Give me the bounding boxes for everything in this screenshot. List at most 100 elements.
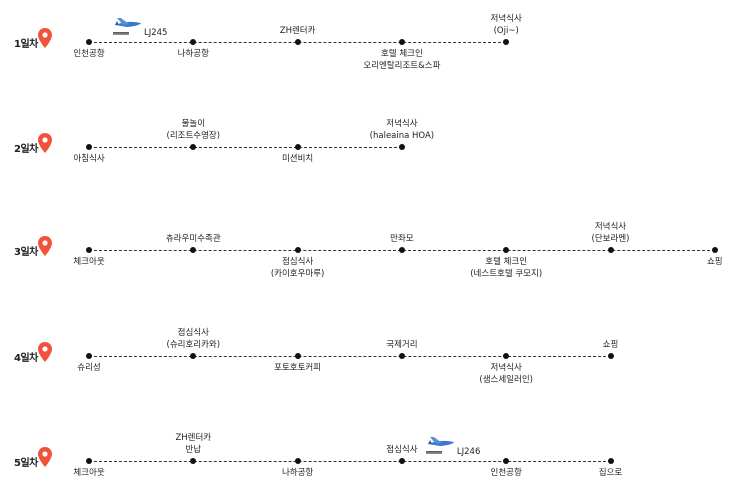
stop-label-line: 인천공항 <box>73 49 105 59</box>
day-label: 5일차 <box>14 458 38 469</box>
stop-label-line: 슈리성 <box>77 363 101 373</box>
runway-icon <box>425 451 442 454</box>
stop-label: 인천공항 <box>491 467 522 479</box>
stop-node <box>503 353 510 359</box>
map-pin-icon <box>38 447 52 467</box>
stop-label-line: 오리엔탈리조트&스파 <box>363 61 441 71</box>
stop-label: 호텔 체크인 (네스트호텔 쿠모지) <box>470 256 542 280</box>
stop-label: 점심식사 <box>386 444 417 456</box>
stop-node <box>398 247 405 253</box>
stop-node <box>86 144 92 150</box>
stop-node <box>607 458 614 464</box>
stop-label: 체크아웃 <box>73 256 104 268</box>
stop-label-line: (리조트수영장) <box>166 131 221 141</box>
stop-label-line: 집으로 <box>598 468 623 478</box>
stop-node <box>86 353 92 359</box>
stop-node <box>190 39 197 45</box>
stop-node <box>86 458 92 464</box>
map-pin-icon <box>38 342 52 362</box>
stop-node <box>190 247 197 253</box>
stop-label-line: (네스트호텔 쿠모지) <box>470 269 543 279</box>
stop-label: 국제거리 <box>386 339 417 351</box>
stop-label-line: 저녁식사 <box>490 363 522 373</box>
stop-label-line: 츄라우미수족관 <box>165 234 221 244</box>
stop-node <box>711 247 718 253</box>
stop-node <box>294 39 301 45</box>
stop-node <box>503 247 510 253</box>
stop-label-line: 체크아웃 <box>73 468 105 478</box>
flight-code: LJ245 <box>144 28 168 38</box>
stop-label: 포토호토커피 <box>274 362 321 374</box>
stop-label: 점심식사 (슈리호리카와) <box>167 327 221 351</box>
stop-label: ZH렌터카 <box>280 25 316 37</box>
day-label: 3일차 <box>14 247 38 258</box>
stop-label-line: ZH렌터카 <box>175 433 212 443</box>
stop-label-line: 인천공항 <box>490 468 522 478</box>
day-label: 4일차 <box>14 353 38 364</box>
stop-node <box>503 39 510 45</box>
stop-label-line: (샘스세일러인) <box>479 375 533 385</box>
stop-node <box>190 144 197 150</box>
stop-node <box>86 39 92 45</box>
stop-label-line: 호텔 체크인 <box>485 257 528 267</box>
stop-node <box>294 458 301 464</box>
stop-label: 저녁식사 (단보라멘) <box>592 221 630 245</box>
stop-label: 나하공항 <box>178 48 209 60</box>
stop-label: 체크아웃 <box>73 467 104 479</box>
stop-label-line: (카이호우마루) <box>270 269 325 279</box>
stop-label: 물놀이 (리조트수영장) <box>167 118 221 142</box>
stop-label: 점심식사 (카이호우마루) <box>271 256 325 280</box>
flight-code: LJ246 <box>456 447 481 457</box>
map-pin-icon <box>38 28 52 48</box>
stop-node <box>398 39 405 45</box>
day-row: 1일차 인천공항 나하공항 ZH렌터카 호텔 체크인 오리엔탈리조트&스파 저녁식사 (Oji… <box>0 14 743 71</box>
stop-node <box>294 353 301 359</box>
stop-label-line: 체크아웃 <box>73 257 105 267</box>
runway-icon <box>113 32 129 35</box>
stop-node <box>190 458 197 464</box>
stop-label-line: 아침식사 <box>73 154 105 164</box>
stop-label: 쇼핑 <box>707 256 723 268</box>
stop-node <box>294 144 301 150</box>
stop-label-line: 점심식사 <box>386 445 418 455</box>
stop-label: 아침식사 <box>73 153 104 165</box>
stop-label: 츄라우미수족관 <box>166 233 221 245</box>
stop-node <box>398 144 405 150</box>
stop-label-line: 점심식사 <box>177 328 209 338</box>
stop-label-line: ZH렌터카 <box>279 26 316 36</box>
stop-label: 집으로 <box>599 467 622 479</box>
airplane-icon <box>113 16 143 30</box>
stop-label-line: 반납 <box>185 445 202 455</box>
stop-label: 저녁식사 (샘스세일러인) <box>479 362 533 386</box>
stop-label-line: 만좌모 <box>390 234 414 244</box>
timeline-line <box>89 356 611 357</box>
stop-label-line: (슈리호리카와) <box>166 340 221 350</box>
stop-node <box>607 353 614 359</box>
stop-node <box>503 458 510 464</box>
stop-label-line: (Oji~) <box>493 26 519 36</box>
stop-node <box>398 458 405 464</box>
stop-label-line: 물놀이 <box>181 119 206 129</box>
map-pin-icon <box>38 236 52 256</box>
stop-label-line: 호텔 체크인 <box>380 49 423 59</box>
stop-label-line: 점심식사 <box>281 257 314 267</box>
map-pin-icon <box>38 133 52 153</box>
stop-label-line: 쇼핑 <box>602 340 619 350</box>
stop-label: 저녁식사 (Oji~) <box>491 13 522 37</box>
stop-label-line: 미션비치 <box>281 154 314 164</box>
stop-label-line: 저녁식사 <box>386 119 418 129</box>
stop-label-line: (haleaina HOA) <box>369 131 435 141</box>
stop-node <box>398 353 405 359</box>
day-label: 2일차 <box>14 144 38 155</box>
stop-label-line: 국제거리 <box>386 340 418 350</box>
timeline-line <box>89 147 402 148</box>
stop-label: 저녁식사 (haleaina HOA) <box>370 118 434 142</box>
stop-label: 인천공항 <box>73 48 104 60</box>
stop-label: 슈리성 <box>77 362 100 374</box>
stop-label-line: 나하공항 <box>281 468 314 478</box>
